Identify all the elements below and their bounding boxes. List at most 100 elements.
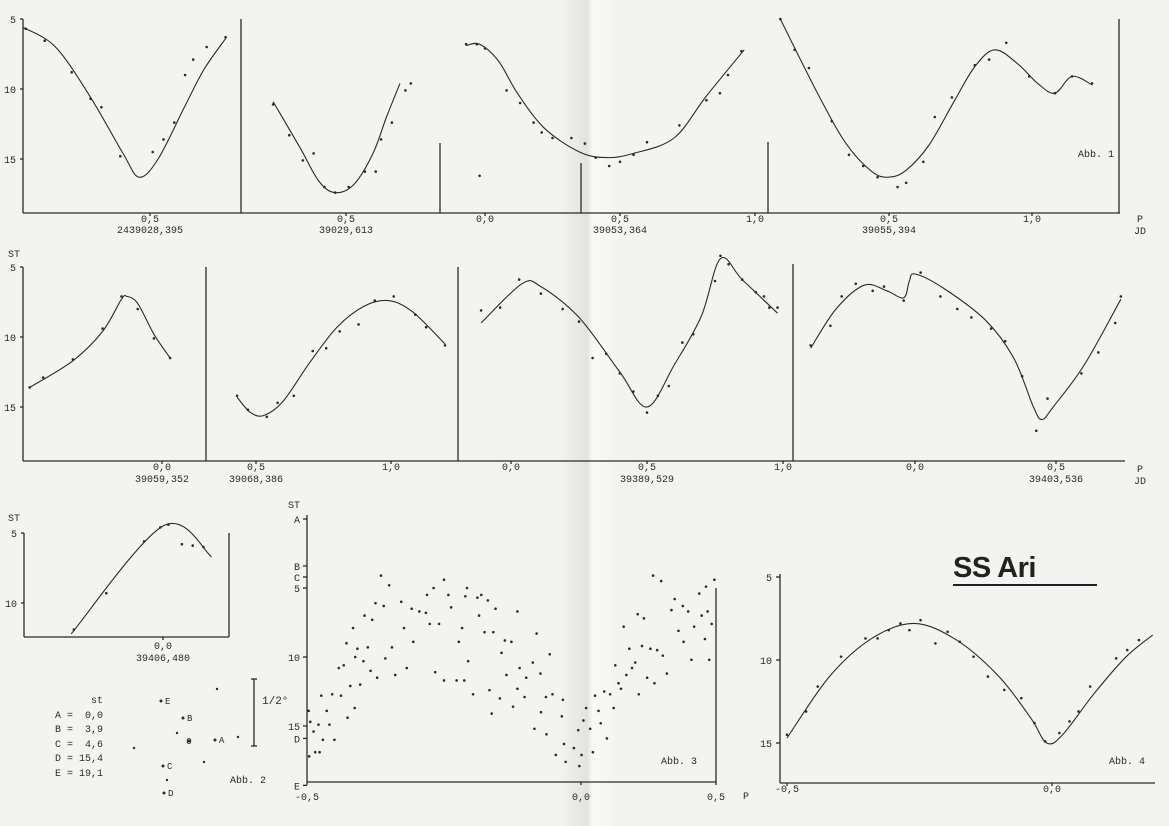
star-O [187, 739, 191, 743]
data-point [908, 628, 911, 632]
data-point [308, 720, 312, 724]
data-point [1137, 638, 1141, 642]
data-point [871, 289, 874, 293]
data-point [560, 715, 564, 718]
data-point [839, 655, 843, 658]
data-point [276, 401, 279, 405]
data-point [713, 279, 717, 283]
data-point [498, 697, 502, 700]
data-point [235, 394, 239, 398]
light-curve-C [465, 42, 745, 159]
chart-F [235, 295, 447, 419]
legend-entry-d: D = 15,4 [55, 754, 104, 765]
data-point [697, 592, 701, 595]
data-point [478, 174, 481, 178]
data-point [432, 586, 435, 590]
data-point [224, 35, 227, 39]
data-point [861, 164, 865, 168]
star-C [161, 764, 165, 768]
data-point [719, 254, 722, 258]
data-point [653, 681, 656, 685]
data-point [312, 730, 315, 733]
data-point [705, 98, 708, 102]
comparison-star-label: B [187, 714, 193, 724]
data-point [1114, 657, 1118, 660]
chart-C [464, 42, 745, 178]
star-B [181, 716, 185, 720]
data-point [317, 723, 320, 726]
data-point [1027, 75, 1031, 78]
data-point [330, 692, 334, 696]
x-tick-label: 0,0 [906, 463, 924, 474]
data-point [418, 610, 421, 613]
data-point [363, 170, 367, 173]
data-point [424, 611, 428, 615]
data-point [345, 641, 348, 645]
data-point [632, 153, 635, 157]
data-point [152, 337, 156, 340]
data-point [488, 688, 491, 692]
data-point [151, 150, 154, 154]
epoch-label: 39068,386 [229, 475, 283, 486]
data-point [393, 673, 397, 677]
data-point [922, 160, 925, 164]
data-point [443, 344, 447, 347]
data-point [105, 591, 108, 595]
data-point [692, 625, 696, 628]
data-point [339, 694, 343, 697]
data-point [384, 657, 387, 660]
data-point [876, 637, 879, 640]
y-tick-label: E [294, 782, 300, 793]
light-curve-G [480, 256, 778, 408]
data-point [465, 586, 469, 590]
field-star [215, 687, 219, 691]
data-point [649, 647, 652, 651]
chart-H [809, 271, 1123, 433]
data-point [356, 647, 359, 651]
data-point [618, 160, 622, 164]
field-star [202, 760, 206, 764]
data-point [338, 330, 342, 333]
data-point [202, 545, 205, 549]
data-point [412, 640, 415, 644]
data-point [785, 733, 789, 736]
data-point [986, 675, 990, 678]
legend-header: st [91, 696, 104, 707]
data-point [101, 327, 104, 330]
data-point [561, 307, 564, 311]
data-point [740, 278, 744, 281]
data-point [645, 140, 649, 144]
phase-axis-label-abb3: P [743, 792, 750, 803]
data-point [462, 679, 466, 682]
data-point [673, 597, 676, 601]
data-point [457, 640, 461, 644]
data-point [659, 579, 663, 583]
comparison-star-label: C [167, 762, 173, 772]
data-point [475, 42, 479, 46]
data-point [602, 690, 606, 693]
data-point [612, 706, 615, 710]
data-point [577, 320, 581, 323]
data-point [532, 121, 535, 124]
y-tick-label: 5 [766, 574, 772, 585]
epoch-label: 39029,613 [319, 226, 373, 237]
data-point [333, 738, 336, 742]
phase-axis-label-row2: P [1137, 465, 1144, 476]
data-point [205, 45, 208, 49]
data-point [382, 604, 386, 608]
light-curve-D [779, 18, 1093, 178]
y-tick-label: 10 [5, 600, 17, 611]
epoch-label: 39053,364 [593, 226, 647, 237]
comparison-star-legend: st A = 0,0 B = 3,9 C = 4,6 D = 15,4 E = … [55, 695, 103, 782]
data-point [591, 356, 594, 360]
data-point [494, 607, 497, 610]
data-point [373, 299, 377, 302]
data-point [404, 89, 407, 92]
data-point [972, 655, 975, 658]
data-point [70, 70, 73, 74]
data-point [313, 750, 317, 754]
legend-entry-c: C = 4,6 [55, 739, 104, 751]
data-point [1097, 351, 1100, 354]
data-point [471, 692, 475, 696]
